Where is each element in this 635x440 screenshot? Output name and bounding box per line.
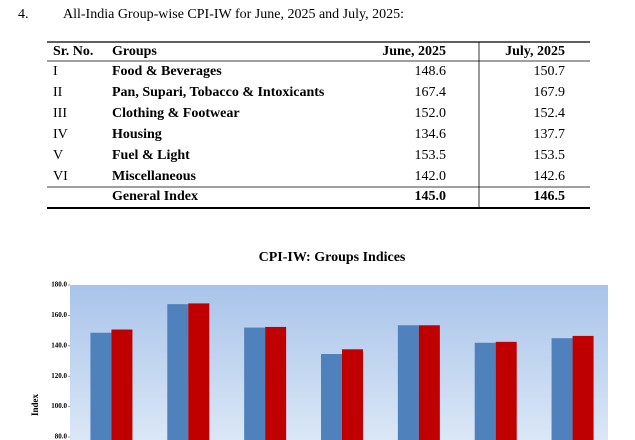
table-cell: I [53, 64, 58, 79]
table-cell: 142.6 [534, 169, 566, 184]
bar [90, 332, 112, 440]
bar [265, 326, 287, 440]
table-total: 145.0 [415, 189, 447, 204]
table-cell: 152.4 [534, 106, 566, 121]
table-cell: 150.7 [534, 64, 566, 79]
table-cell: Fuel & Light [112, 148, 190, 163]
y-tick-label: 100.0 [51, 402, 67, 410]
y-tick-label: 80.0 [55, 433, 68, 440]
bar [321, 354, 342, 440]
bar [111, 329, 133, 440]
table-cell: V [53, 148, 63, 163]
table-cell: IV [53, 127, 68, 142]
table-cell: 167.4 [415, 85, 447, 100]
table-header: June, 2025 [382, 44, 446, 59]
table-cell: Housing [112, 127, 162, 142]
bar [188, 303, 210, 440]
table-cell: Clothing & Footwear [112, 106, 240, 121]
table-cell: Pan, Supari, Tobacco & Intoxicants [112, 85, 325, 100]
bar [167, 304, 189, 440]
y-tick-label: 120.0 [51, 372, 67, 380]
table-cell: 137.7 [534, 127, 566, 142]
table-cell: 148.6 [415, 64, 447, 79]
bar [244, 327, 266, 440]
table-cell: Food & Beverages [112, 64, 222, 79]
chart-title: CPI-IW: Groups Indices [259, 250, 406, 265]
table-cell: 152.0 [415, 106, 447, 121]
table-header: Groups [112, 44, 157, 59]
table-cell: 142.0 [415, 169, 447, 184]
y-tick-label: 140.0 [51, 341, 67, 349]
table-cell: II [53, 85, 63, 100]
bar [495, 341, 517, 440]
table-cell: 134.6 [415, 127, 447, 142]
bar [397, 325, 419, 440]
table-cell: VI [53, 169, 68, 184]
table-header: July, 2025 [505, 44, 565, 59]
bar [551, 338, 573, 440]
table-cell: III [53, 106, 67, 121]
table [47, 41, 590, 209]
section-heading: All-India Group-wise CPI-IW for June, 20… [63, 7, 404, 22]
bar [474, 342, 496, 440]
y-tick-label: 180.0 [51, 281, 67, 289]
table-header: Sr. No. [53, 44, 93, 59]
table-cell: 153.5 [415, 148, 447, 163]
bar [342, 349, 363, 440]
table-cell: 153.5 [534, 148, 566, 163]
table-total: General Index [112, 189, 198, 204]
table-total: 146.5 [534, 189, 566, 204]
y-axis-label: Index [30, 394, 40, 417]
bar [572, 335, 594, 440]
y-tick-label: 160.0 [51, 311, 67, 319]
table-cell: 167.9 [534, 85, 566, 100]
table-cell: Miscellaneous [112, 169, 197, 184]
section-number: 4. [18, 7, 29, 22]
bar [418, 325, 440, 440]
